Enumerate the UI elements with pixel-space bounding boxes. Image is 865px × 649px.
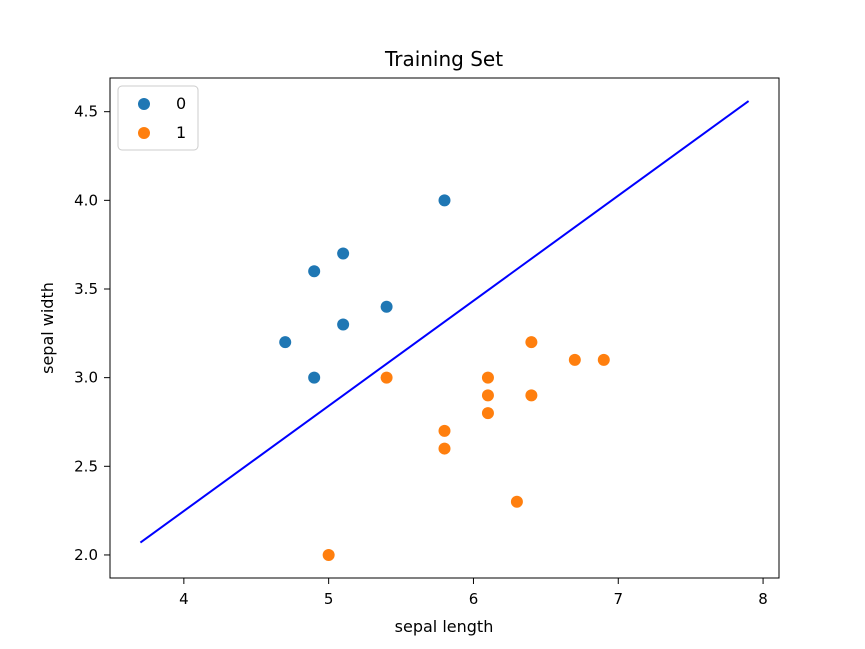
legend-label-0: 0 bbox=[176, 94, 186, 113]
y-tick-label: 4.0 bbox=[74, 191, 98, 209]
y-axis: 2.0 2.5 3.0 3.5 4.0 4.5 bbox=[74, 103, 110, 564]
class-1-point bbox=[438, 424, 451, 437]
decision-boundary-line bbox=[139, 100, 750, 544]
legend-box bbox=[117, 85, 199, 151]
x-tick-label: 4 bbox=[179, 590, 189, 608]
class-0-point bbox=[337, 247, 350, 260]
class-0-point bbox=[438, 194, 451, 207]
y-tick-label: 2.5 bbox=[74, 457, 98, 475]
class-1-point bbox=[568, 353, 581, 366]
legend-label-1: 1 bbox=[176, 123, 186, 142]
x-tick-label: 6 bbox=[469, 590, 479, 608]
class-0-point bbox=[308, 265, 321, 278]
y-tick-label: 3.0 bbox=[74, 369, 98, 387]
class-1-point bbox=[597, 353, 610, 366]
legend-marker-0 bbox=[138, 98, 150, 110]
plot-area bbox=[139, 100, 750, 561]
x-axis-label: sepal length bbox=[395, 617, 494, 636]
class-1-point bbox=[380, 371, 393, 384]
class-1-point bbox=[438, 442, 451, 455]
class-1-point bbox=[481, 407, 494, 420]
y-tick-label: 4.5 bbox=[74, 103, 98, 121]
class-1-point bbox=[481, 371, 494, 384]
x-tick-label: 8 bbox=[758, 590, 768, 608]
x-tick-label: 5 bbox=[324, 590, 334, 608]
class-1-point bbox=[525, 336, 538, 349]
y-tick-label: 3.5 bbox=[74, 280, 98, 298]
y-axis-label: sepal width bbox=[38, 282, 57, 374]
class-0-point bbox=[279, 336, 292, 349]
class-0-point bbox=[308, 371, 321, 384]
class-1-point bbox=[481, 389, 494, 402]
axes-frame bbox=[109, 77, 780, 579]
legend: 01 bbox=[117, 85, 199, 151]
class-0-point bbox=[337, 318, 350, 331]
x-axis: 4 5 6 7 8 bbox=[179, 578, 768, 608]
class-1-point bbox=[525, 389, 538, 402]
class-1-point bbox=[322, 548, 335, 561]
y-tick-label: 2.0 bbox=[74, 546, 98, 564]
class-0-point bbox=[380, 300, 393, 313]
x-tick-label: 7 bbox=[613, 590, 623, 608]
chart-title: Training Set bbox=[384, 47, 503, 71]
legend-marker-1 bbox=[138, 127, 150, 139]
class-1-point bbox=[510, 495, 523, 508]
